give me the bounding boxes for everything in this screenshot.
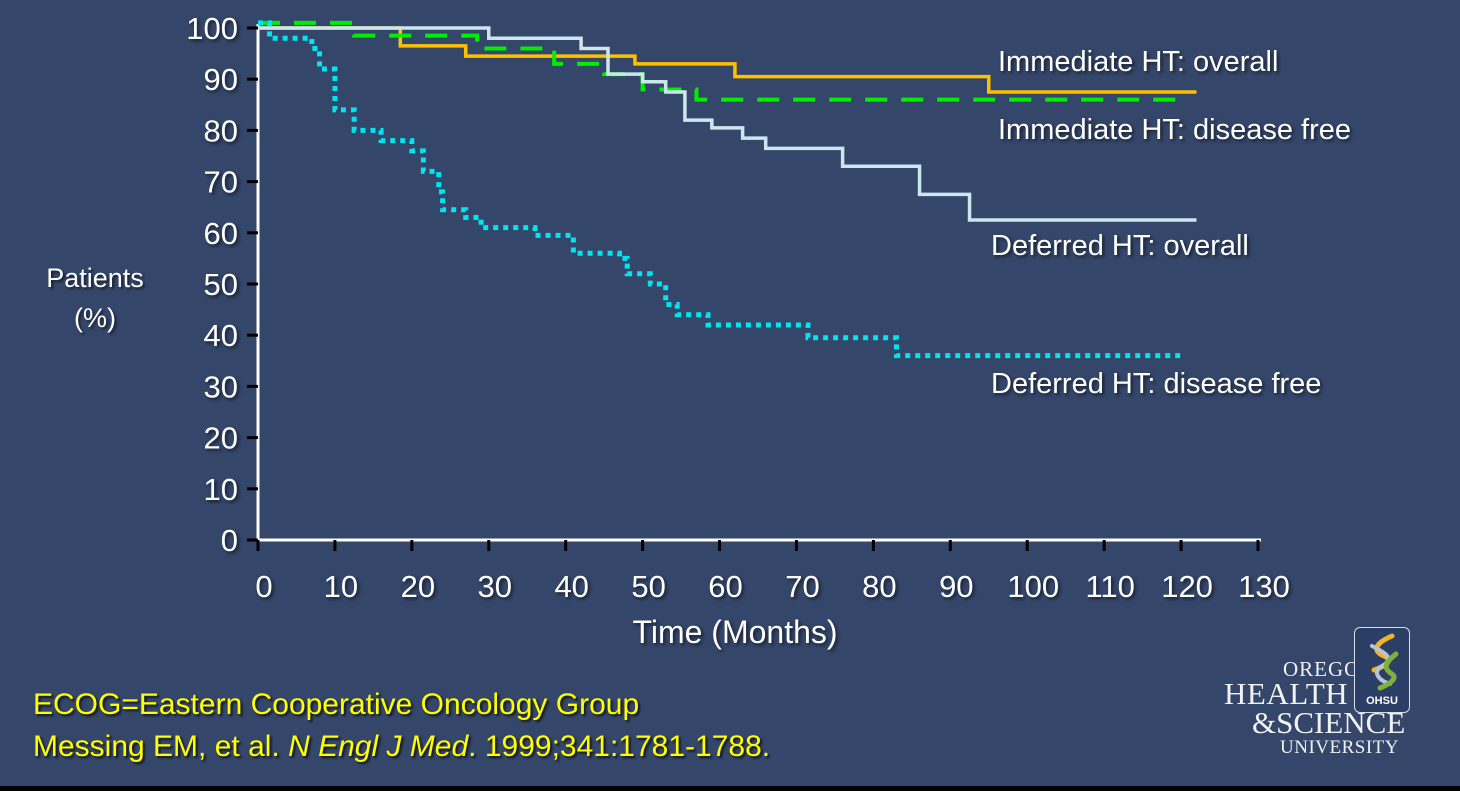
y-tick-label: 60 — [204, 216, 238, 251]
series-line-immediate-ht-disease-free — [258, 20, 1182, 102]
x-axis-title: Time (Months) — [632, 614, 837, 650]
x-tick-label: 10 — [324, 569, 358, 604]
y-axis-label-line1: Patients — [46, 263, 144, 293]
citation-journal: N Engl J Med — [288, 730, 469, 763]
y-tick-label: 30 — [204, 369, 238, 404]
y-tick-label: 70 — [204, 165, 238, 200]
y-tick-label: 100 — [186, 11, 238, 46]
x-tick-label: 90 — [939, 569, 973, 604]
y-tick-label: 40 — [204, 318, 238, 353]
logo-health: HEALTH — [1224, 676, 1349, 711]
x-tick-label: 70 — [785, 569, 819, 604]
y-tick-label: 0 — [221, 523, 238, 558]
x-tick-label: 80 — [862, 569, 896, 604]
x-tick-label: 30 — [478, 569, 512, 604]
ohsu-badge-label: OHSU — [1366, 695, 1398, 707]
series-label: Immediate HT: overall — [998, 46, 1278, 78]
series-labels: Immediate HT: overall Immediate HT: disea… — [991, 46, 1351, 400]
x-tick-label: 20 — [401, 569, 435, 604]
bottom-border — [0, 786, 1460, 791]
x-tick-label: 120 — [1161, 569, 1213, 604]
series-line-immediate-ht-overall — [258, 26, 1197, 94]
citation-details: . 1999;341:1781-1788. — [468, 730, 771, 763]
x-tick-label: 50 — [631, 569, 665, 604]
ohsu-logo: OREGON HEALTH &SCIENCE UNIVERSITY OHSU — [1222, 627, 1422, 762]
y-tick-label: 20 — [204, 421, 238, 456]
series-line-deferred-ht-overall — [258, 26, 1197, 222]
footnote-abbreviation: ECOG=Eastern Cooperative Oncology Group — [33, 688, 640, 721]
x-tick-label: 60 — [708, 569, 742, 604]
axes: 0 10 20 30 40 50 60 70 80 90 100 0 10 20 30 40 50 60 70 80 9… — [186, 11, 1290, 650]
y-tick-label: 90 — [204, 62, 238, 97]
logo-university: UNIVERSITY — [1280, 737, 1399, 758]
y-tick-label: 80 — [204, 113, 238, 148]
y-tick-label: 50 — [204, 267, 238, 302]
citation-authors: Messing EM, et al. — [33, 730, 289, 763]
x-tick-label: 100 — [1007, 569, 1059, 604]
series-group — [258, 20, 1197, 359]
helix-icon — [1370, 633, 1399, 691]
x-tick-label: 40 — [554, 569, 588, 604]
x-tick-label: 0 — [255, 569, 272, 604]
y-axis-label-line2: (%) — [74, 303, 116, 333]
y-axis-label: Patients (%) — [20, 258, 170, 338]
y-tick-label: 10 — [204, 472, 238, 507]
ohsu-badge: OHSU — [1354, 627, 1410, 713]
series-line-deferred-ht-disease-free — [258, 20, 1182, 359]
x-tick-label: 130 — [1238, 569, 1290, 604]
x-tick-label: 110 — [1085, 569, 1134, 604]
series-label: Immediate HT: disease free — [998, 114, 1351, 146]
series-label: Deferred HT: disease free — [991, 368, 1321, 400]
series-label: Deferred HT: overall — [991, 230, 1249, 262]
footnote-citation: Messing EM, et al. N Engl J Med. 1999;34… — [33, 730, 770, 764]
